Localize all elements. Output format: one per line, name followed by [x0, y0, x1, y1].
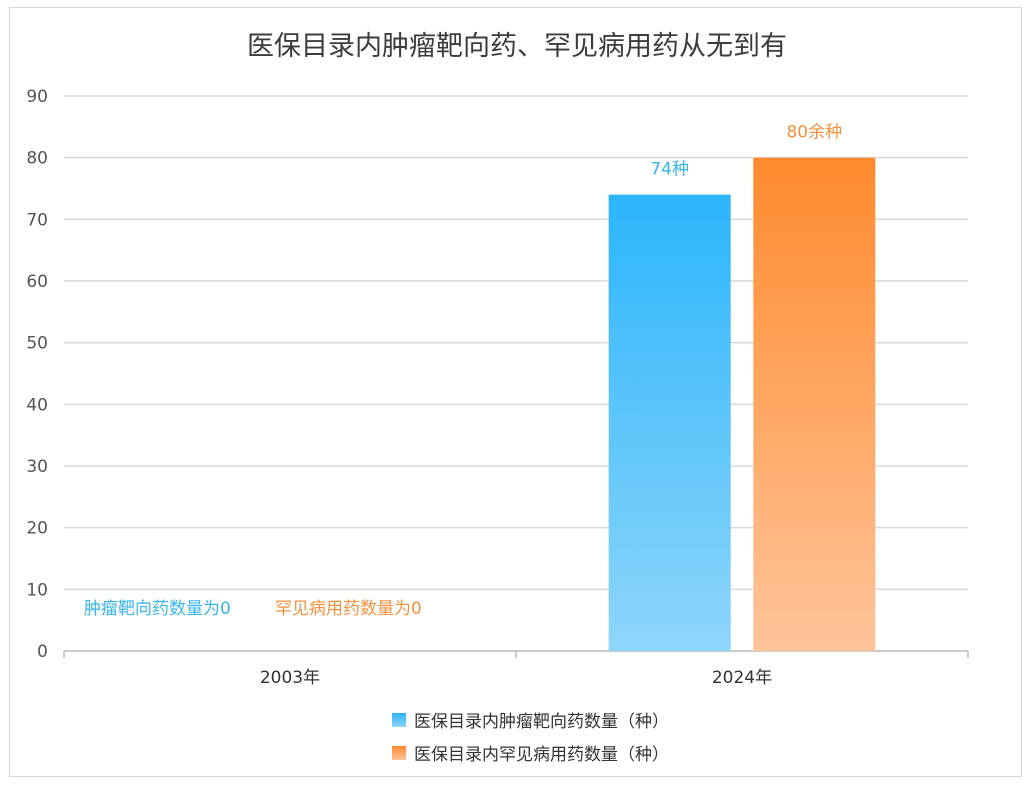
x-tick-label: 2003年	[260, 668, 320, 688]
x-tick-label: 2024年	[712, 668, 772, 688]
legend-swatch-orange	[392, 745, 406, 760]
y-tick-label: 10	[26, 580, 48, 600]
legend-swatch-blue	[392, 712, 406, 727]
legend: 医保目录内肿瘤靶向药数量（种） 医保目录内罕见病用药数量（种）	[392, 703, 669, 769]
y-tick-label: 90	[26, 87, 48, 107]
legend-label: 医保目录内罕见病用药数量（种）	[414, 745, 669, 765]
data-label: 74种	[650, 160, 689, 180]
bar-rare-disease-drugs	[753, 157, 876, 651]
y-tick-label: 80	[26, 149, 48, 169]
y-tick-label: 50	[26, 334, 48, 354]
chart-title: 医保目录内肿瘤靶向药、罕见病用药从无到有	[247, 31, 787, 62]
data-label: 肿瘤靶向药数量为0	[84, 599, 231, 619]
legend-item-rare-disease-drugs[interactable]: 医保目录内罕见病用药数量（种）	[392, 736, 669, 769]
y-tick-label: 70	[26, 210, 48, 230]
legend-label: 医保目录内肿瘤靶向药数量（种）	[414, 712, 669, 732]
legend-item-targeted-drugs[interactable]: 医保目录内肿瘤靶向药数量（种）	[392, 703, 669, 736]
data-label: 80余种	[786, 123, 842, 143]
y-tick-label: 40	[26, 395, 48, 415]
data-label: 罕见病用药数量为0	[275, 599, 422, 619]
y-tick-label: 20	[26, 519, 48, 539]
bar-targeted-drugs	[608, 194, 731, 651]
y-tick-label: 60	[26, 272, 48, 292]
y-tick-label: 0	[37, 642, 48, 662]
y-tick-label: 30	[26, 457, 48, 477]
